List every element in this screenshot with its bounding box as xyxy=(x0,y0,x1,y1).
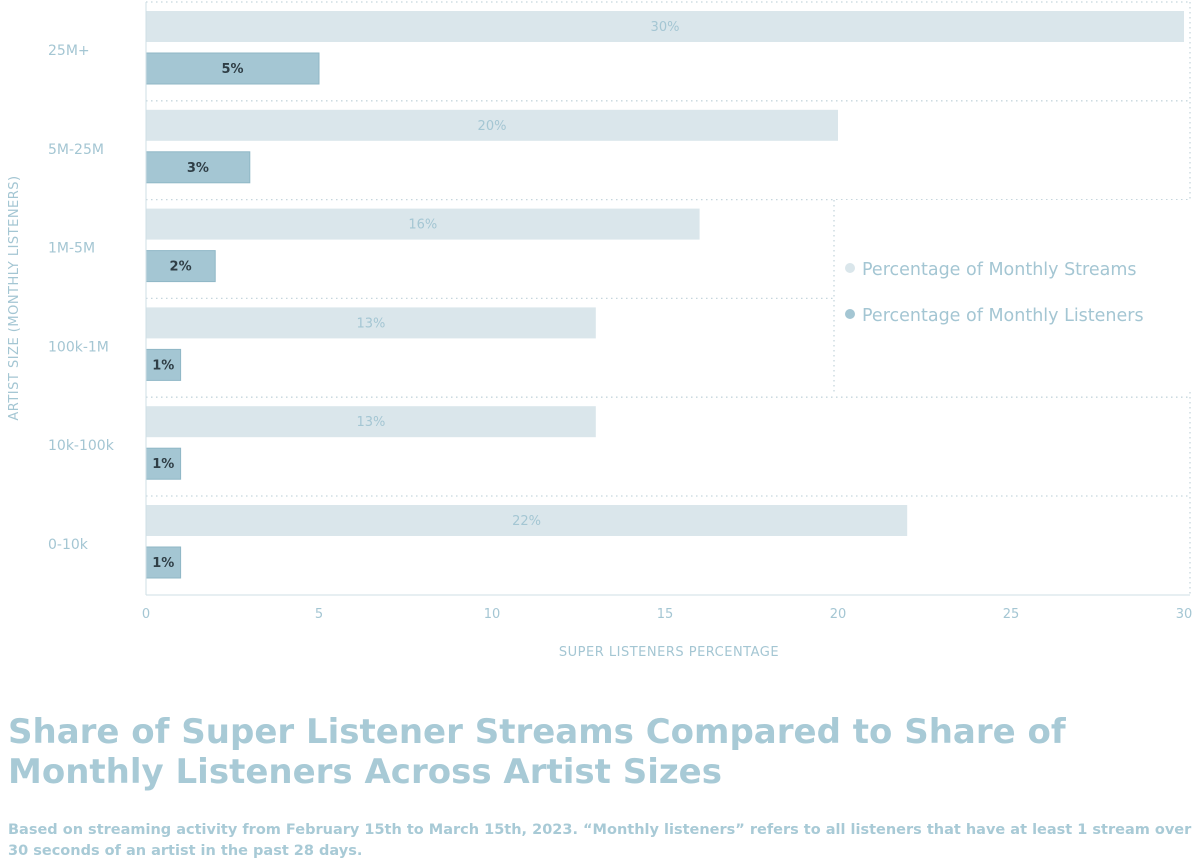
chart-title: Share of Super Listener Streams Compared… xyxy=(8,712,1066,792)
data-label-streams: 13% xyxy=(356,415,385,430)
bar-streams xyxy=(146,208,700,240)
x-tick-label: 15 xyxy=(657,607,674,622)
data-label-listeners: 5% xyxy=(221,62,243,77)
data-label-listeners: 1% xyxy=(152,457,174,472)
data-label-listeners: 1% xyxy=(152,358,174,373)
data-label-listeners: 3% xyxy=(187,161,209,176)
chart-subtitle: Based on streaming activity from Februar… xyxy=(8,822,1192,859)
legend-marker-streams xyxy=(845,263,855,273)
data-label-listeners: 1% xyxy=(152,556,174,571)
bar-chart: 25M+ 30% 5% 5M-25M 20% 3% 1M-5M 16% 2% 100k-1M 13%… xyxy=(7,1,1194,660)
x-tick-label: 30 xyxy=(1176,607,1193,622)
data-label-streams: 30% xyxy=(651,20,680,35)
data-label-streams: 13% xyxy=(356,316,385,331)
x-tick-label: 10 xyxy=(484,607,501,622)
category-label: 25M+ xyxy=(48,43,90,59)
category-label: 0-10k xyxy=(48,537,89,553)
legend-marker-listeners xyxy=(845,309,855,319)
bar-streams xyxy=(146,406,596,438)
y-axis-label: ARTIST SIZE (MONTHLY LISTENERS) xyxy=(7,175,22,420)
bar-streams xyxy=(146,307,596,339)
category-label: 1M-5M xyxy=(48,241,95,257)
legend-label-streams: Percentage of Monthly Streams xyxy=(862,260,1137,280)
x-tick-label: 0 xyxy=(142,607,150,622)
bar-listeners xyxy=(145,151,251,184)
bar-listeners xyxy=(145,52,320,85)
data-label-streams: 20% xyxy=(478,119,507,134)
x-axis-label: SUPER LISTENERS PERCENTAGE xyxy=(559,645,779,660)
category-label: 100k-1M xyxy=(48,339,109,355)
legend: Percentage of Monthly Streams Percentage… xyxy=(833,200,1194,392)
data-label-streams: 22% xyxy=(512,514,541,529)
x-tick-label: 20 xyxy=(830,607,847,622)
bar-streams xyxy=(146,109,838,141)
legend-box xyxy=(834,200,1194,392)
x-tick-label: 5 xyxy=(315,607,323,622)
x-tick-label: 25 xyxy=(1003,607,1020,622)
category-label: 10k-100k xyxy=(48,438,115,454)
category-label: 5M-25M xyxy=(48,142,104,158)
legend-label-listeners: Percentage of Monthly Listeners xyxy=(862,306,1144,326)
data-label-listeners: 2% xyxy=(170,260,192,275)
bar-streams xyxy=(146,11,1184,42)
data-label-streams: 16% xyxy=(408,218,437,233)
bar-streams xyxy=(146,505,908,536)
